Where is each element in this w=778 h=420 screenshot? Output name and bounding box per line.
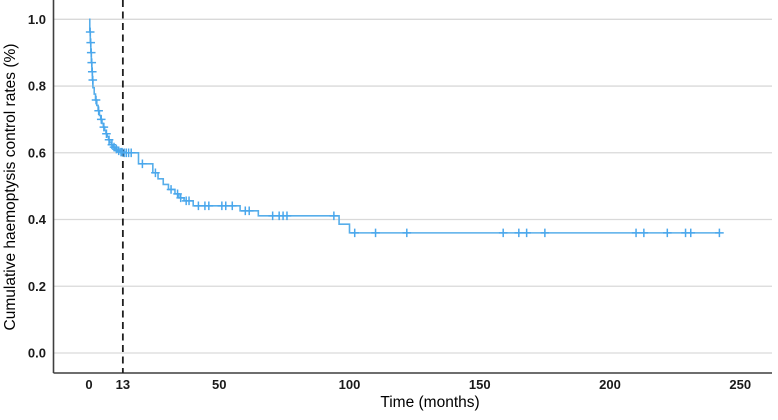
- x-tick-label: 13: [116, 377, 130, 392]
- censor-marks: [85, 27, 724, 238]
- y-tick-label: 0.0: [28, 346, 46, 361]
- y-tick-label: 1.0: [28, 12, 46, 27]
- x-tick-label: 150: [469, 377, 491, 392]
- x-tick-label: 200: [599, 377, 621, 392]
- x-tick-label: 50: [212, 377, 226, 392]
- x-axis-title: Time (months): [380, 394, 480, 411]
- y-tick-label: 0.4: [28, 212, 47, 227]
- y-tick-label: 0.6: [28, 145, 46, 160]
- x-tick-label: 100: [339, 377, 361, 392]
- y-tick-label: 0.8: [28, 79, 46, 94]
- x-tick-label: 0: [85, 377, 92, 392]
- y-tick-label: 0.2: [28, 279, 46, 294]
- x-tick-label: 250: [729, 377, 751, 392]
- y-axis-title: Cumulative haemoptysis control rates (%): [2, 43, 19, 331]
